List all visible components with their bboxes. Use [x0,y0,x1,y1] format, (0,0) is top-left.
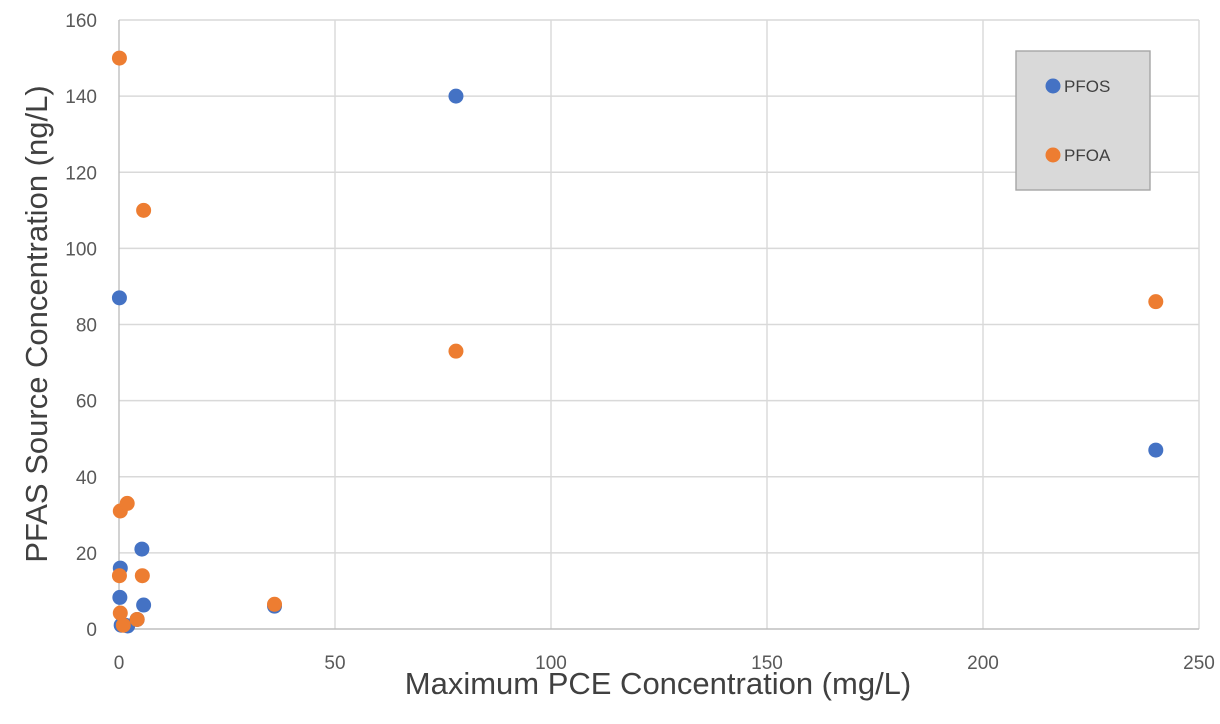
data-point-pfoa [112,605,128,621]
y-tick-label: 20 [76,544,97,565]
data-point-pfoa [1148,294,1164,310]
x-tick-label: 50 [324,653,345,674]
axis-layer [118,20,1199,630]
data-point-pfoa [134,568,150,584]
x-tick-label: 200 [967,653,999,674]
data-point-pfoa [267,596,283,612]
data-point-pfoa [129,611,145,627]
legend-box [1015,50,1151,191]
y-axis-title: PFAS Source Concentration (ng/L) [19,85,54,562]
data-point-pfos [448,88,464,104]
y-tick-label: 0 [86,620,97,641]
series-pfoa [111,50,1164,633]
legend-label-pfos: PFOS [1064,77,1110,96]
data-point-pfoa [448,343,464,359]
data-point-pfos [111,290,127,306]
x-axis-title: Maximum PCE Concentration (mg/L) [405,666,912,701]
x-tick-label: 0 [114,653,125,674]
y-tick-label: 100 [65,239,97,260]
x-tick-label: 250 [1183,653,1215,674]
data-point-pfos [112,589,128,605]
legend: PFOS PFOA [1015,50,1151,191]
data-point-pfoa [119,495,135,511]
series-pfos [111,88,1164,634]
legend-label-pfoa: PFOA [1064,146,1111,165]
data-points [111,50,1164,634]
data-point-pfoa [136,202,152,218]
legend-marker-pfos [1045,78,1061,94]
legend-marker-pfoa [1045,147,1061,163]
x-tick-label: 150 [751,653,783,674]
data-point-pfoa [115,617,131,633]
data-point-pfos [136,597,152,613]
data-point-pfoa [111,568,127,584]
grid-layer [119,19,1200,629]
data-point-pfos [134,541,150,557]
y-tick-label: 160 [65,11,97,32]
y-tick-label: 80 [76,316,97,337]
data-point-pfos [1148,442,1164,458]
tick-labels: 0 20 40 60 80 100 120 140 160 0 50 100 150 200 250 [65,11,1215,674]
y-tick-label: 120 [65,163,97,184]
y-tick-label: 40 [76,468,97,489]
y-tick-label: 60 [76,392,97,413]
x-tick-label: 100 [535,653,567,674]
data-point-pfoa [111,50,127,66]
legend-items: PFOS PFOA [1045,77,1111,165]
y-tick-label: 140 [65,87,97,108]
